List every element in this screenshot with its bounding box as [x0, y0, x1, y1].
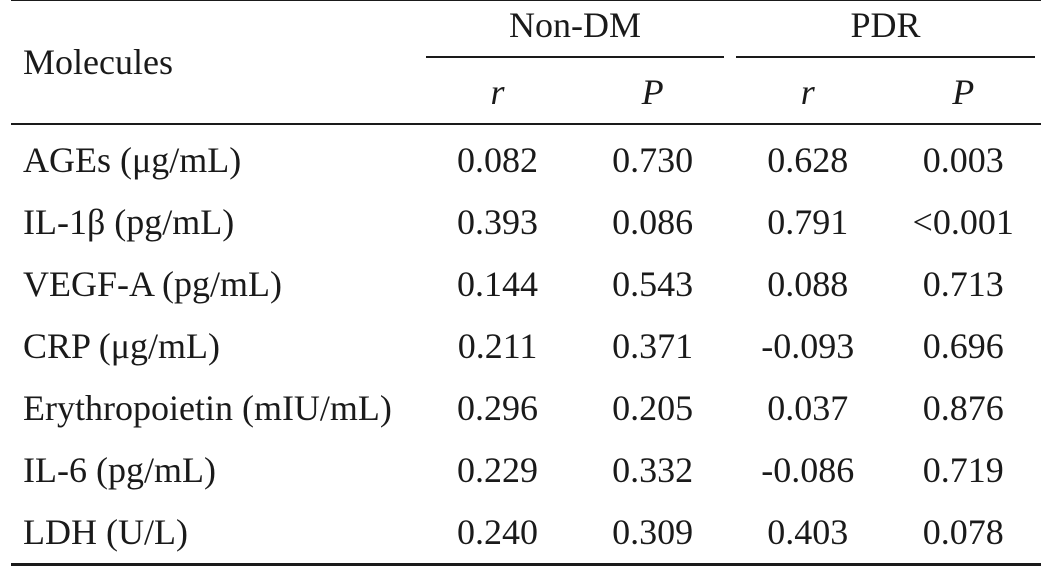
pdr-r-value: 0.628: [767, 140, 849, 180]
molecule-name: VEGF-A (pg/mL): [23, 264, 282, 304]
table-row: VEGF-A (pg/mL) 0.144 0.543 0.088 0.713: [11, 253, 1041, 315]
pdr-p-value: 0.876: [922, 388, 1004, 428]
molecule-name: CRP (μg/mL): [23, 326, 220, 366]
non-dm-p-value: 0.730: [612, 140, 694, 180]
non-dm-p-value: 0.309: [612, 512, 694, 552]
pdr-r-value: -0.086: [761, 450, 855, 490]
non-dm-p-value: 0.086: [612, 202, 694, 242]
non-dm-r-value: 0.393: [457, 202, 539, 242]
header-group-non-dm: Non-DM: [420, 1, 730, 62]
header-non-dm-r: r: [490, 72, 505, 112]
header-non-dm-p: P: [641, 72, 664, 112]
table-body: AGEs (μg/mL) 0.082 0.730 0.628 0.003 IL-…: [11, 124, 1041, 565]
non-dm-p-value: 0.205: [612, 388, 694, 428]
header-group-pdr-label: PDR: [736, 4, 1035, 58]
non-dm-r-value: 0.240: [457, 512, 539, 552]
non-dm-p-value: 0.543: [612, 264, 694, 304]
molecule-name: Erythropoietin (mIU/mL): [23, 388, 392, 428]
header-pdr-r: r: [800, 72, 815, 112]
pdr-r-value: 0.037: [767, 388, 849, 428]
pdr-r-value: 0.403: [767, 512, 849, 552]
pdr-p-value: 0.003: [922, 140, 1004, 180]
header-pdr-p: P: [952, 72, 975, 112]
molecule-name: IL-6 (pg/mL): [23, 450, 216, 490]
table-row: IL-1β (pg/mL) 0.393 0.086 0.791 <0.001: [11, 191, 1041, 253]
non-dm-r-value: 0.229: [457, 450, 539, 490]
pdr-r-value: 0.088: [767, 264, 849, 304]
header-group-non-dm-label: Non-DM: [426, 4, 725, 58]
non-dm-r-value: 0.082: [457, 140, 539, 180]
table-row: Erythropoietin (mIU/mL) 0.296 0.205 0.03…: [11, 377, 1041, 439]
molecule-name: LDH (U/L): [23, 512, 188, 552]
table-row: AGEs (μg/mL) 0.082 0.730 0.628 0.003: [11, 124, 1041, 191]
pdr-p-value: 0.713: [922, 264, 1004, 304]
pdr-p-value: 0.696: [922, 326, 1004, 366]
header-molecules: Molecules: [11, 0, 421, 125]
pdr-p-value: <0.001: [912, 202, 1014, 242]
table-row: CRP (μg/mL) 0.211 0.371 -0.093 0.696: [11, 315, 1041, 377]
non-dm-r-value: 0.211: [457, 326, 538, 366]
molecule-name: IL-1β (pg/mL): [23, 202, 235, 242]
table-row: IL-6 (pg/mL) 0.229 0.332 -0.086 0.719: [11, 439, 1041, 501]
pdr-r-value: 0.791: [767, 202, 849, 242]
pdr-p-value: 0.078: [922, 512, 1004, 552]
pdr-r-value: -0.093: [761, 326, 855, 366]
correlation-table: Molecules Non-DM PDR r P r P AGEs (μg/mL…: [11, 0, 1041, 566]
header-group-pdr: PDR: [730, 1, 1041, 62]
non-dm-r-value: 0.144: [457, 264, 539, 304]
pdr-p-value: 0.719: [922, 450, 1004, 490]
molecule-name: AGEs (μg/mL): [23, 140, 242, 180]
non-dm-p-value: 0.332: [612, 450, 694, 490]
non-dm-r-value: 0.296: [457, 388, 539, 428]
non-dm-p-value: 0.371: [612, 326, 694, 366]
header-row-groups: Molecules Non-DM PDR: [11, 0, 1041, 125]
table-row: LDH (U/L) 0.240 0.309 0.403 0.078: [11, 501, 1041, 565]
header-row-subcolumns: r P r P: [11, 61, 1041, 124]
